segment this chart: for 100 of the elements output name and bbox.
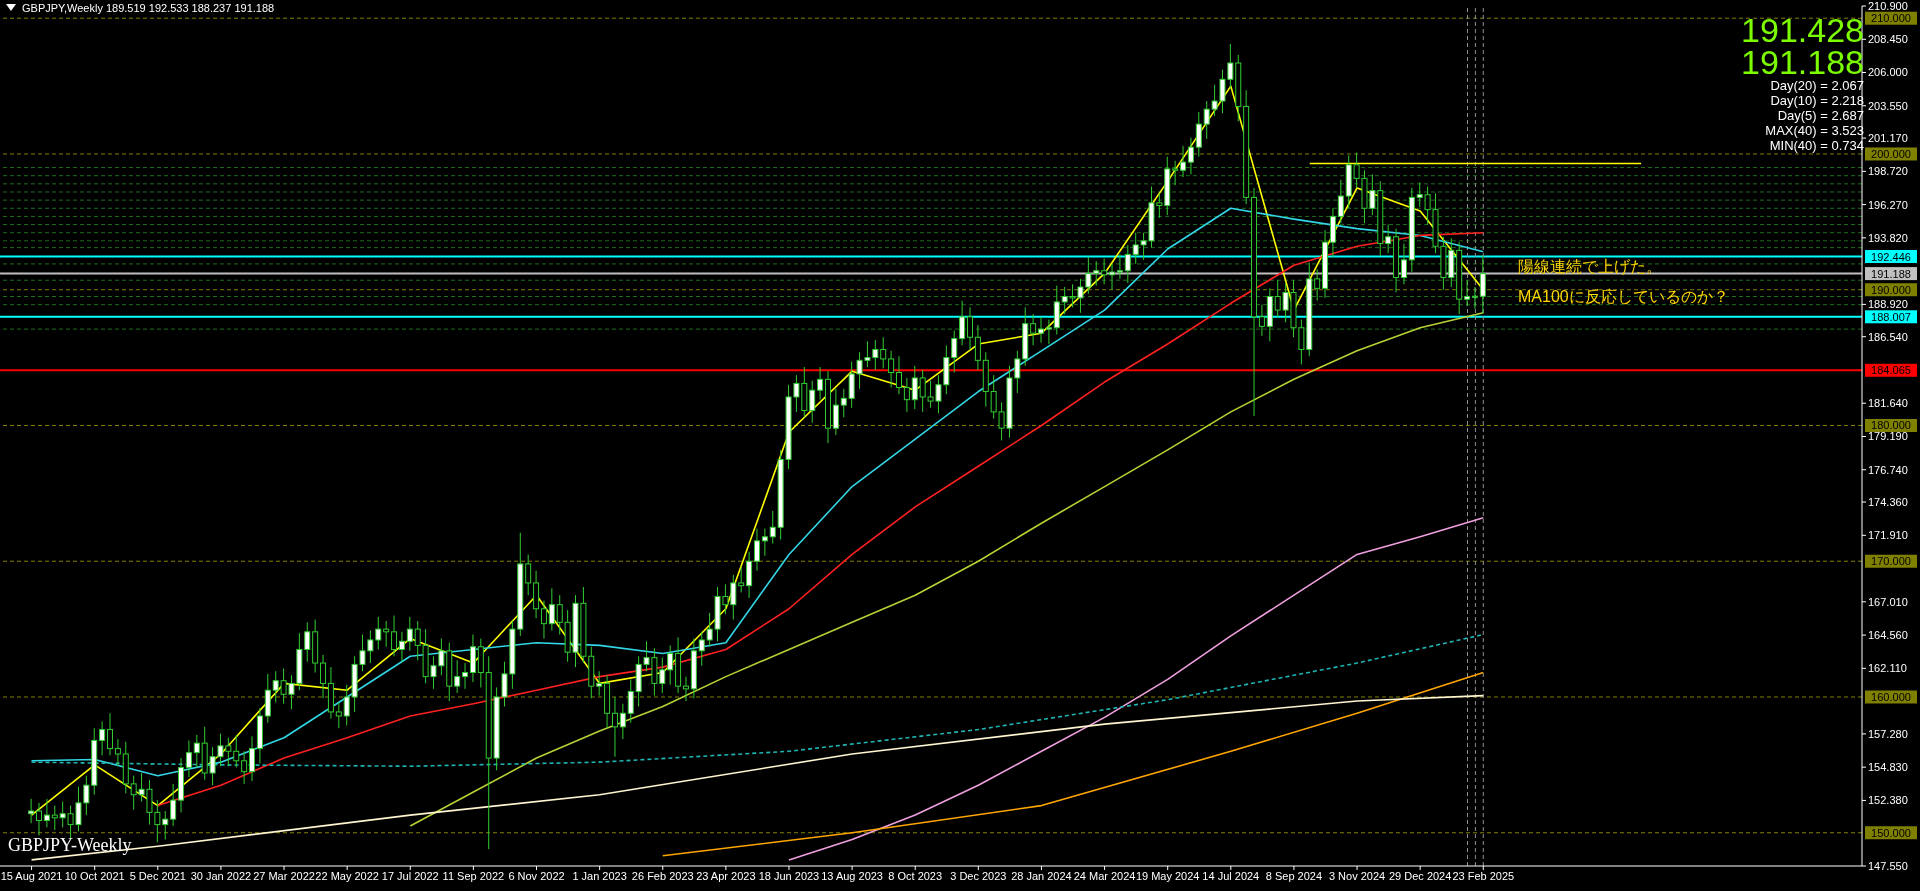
y-tick-label: 162.110 xyxy=(1868,662,1907,675)
ref-line-label: 180.000 xyxy=(1871,419,1911,432)
x-tick-label: 19 May 2024 xyxy=(1135,869,1200,882)
candlestick xyxy=(1172,160,1179,186)
y-tick-label: 210.900 xyxy=(1868,0,1908,12)
annotation: Day(20) = 2.067 xyxy=(1770,78,1864,94)
line-series xyxy=(30,207,1485,777)
candlestick xyxy=(548,587,555,631)
candlestick xyxy=(1038,316,1045,344)
x-tick-label: 10 Oct 2021 xyxy=(64,869,125,882)
annotation: MA100に反応しているのか？ xyxy=(1518,288,1729,306)
candlestick xyxy=(1337,179,1344,224)
y-tick-label: 201.170 xyxy=(1868,131,1908,144)
candlestick xyxy=(1116,253,1123,280)
line-series xyxy=(409,312,1485,827)
candlestick xyxy=(193,734,200,769)
y-tick-label: 164.560 xyxy=(1868,628,1908,641)
chart-title: GBPJPY,Weekly 189.519 192.533 188.237 191.188 xyxy=(22,2,275,14)
y-tick-label: 152.380 xyxy=(1868,794,1908,807)
candlestick xyxy=(951,329,958,374)
y-tick-label: 154.830 xyxy=(1868,761,1908,774)
annotation: GBPJPY-Weekly xyxy=(8,835,132,856)
candlestick xyxy=(525,553,532,596)
x-tick-label: 28 Jan 2024 xyxy=(1011,869,1072,882)
candlestick xyxy=(1479,254,1486,315)
y-tick-label: 171.910 xyxy=(1868,529,1908,542)
annotation: Day(10) = 2.218 xyxy=(1770,93,1864,109)
candlestick xyxy=(1258,304,1265,337)
candlestick xyxy=(170,783,177,827)
ref-line-label: 190.000 xyxy=(1871,283,1911,296)
candlestick xyxy=(667,644,674,686)
candlestick xyxy=(241,750,248,785)
candlestick xyxy=(107,712,114,756)
y-tick-label: 176.740 xyxy=(1868,463,1908,476)
y-tick-label: 147.550 xyxy=(1868,859,1908,872)
candlestick xyxy=(611,696,618,758)
candlestick xyxy=(1195,111,1202,158)
x-tick-label: 1 Jan 2023 xyxy=(572,869,627,882)
candlestick xyxy=(809,380,816,424)
x-tick-label: 3 Nov 2024 xyxy=(1328,869,1386,882)
y-tick-label: 188.920 xyxy=(1868,298,1908,311)
x-tick-label: 23 Apr 2023 xyxy=(696,869,756,882)
candlestick xyxy=(462,662,469,690)
candlestick xyxy=(1187,137,1194,175)
candlestick xyxy=(596,670,603,697)
candlestick xyxy=(1045,319,1052,345)
y-tick-label: 157.280 xyxy=(1868,727,1908,740)
annotation: Day(5) = 2.687 xyxy=(1777,108,1864,124)
candlestick xyxy=(1471,286,1478,310)
annotation: 陽線連続で上げた。 xyxy=(1518,258,1662,276)
annotation: MAX(40) = 3.523 xyxy=(1765,123,1864,139)
y-tick-label: 179.190 xyxy=(1868,430,1908,443)
candlestick xyxy=(817,366,824,401)
y-tick-label: 181.640 xyxy=(1868,397,1908,410)
candlestick xyxy=(1464,279,1471,307)
y-tick-label: 174.360 xyxy=(1868,495,1908,508)
candlestick xyxy=(114,738,121,767)
x-tick-label: 11 Sep 2022 xyxy=(442,869,505,882)
candlestick xyxy=(406,616,413,652)
candlestick xyxy=(832,388,839,436)
candlestick xyxy=(1400,243,1407,285)
candlestick xyxy=(682,676,689,702)
x-tick-label: 13 Aug 2023 xyxy=(821,869,883,882)
candlestick xyxy=(738,566,745,593)
x-tick-label: 17 Jul 2022 xyxy=(381,869,439,882)
y-tick-label: 186.540 xyxy=(1868,330,1908,343)
candlestick xyxy=(903,377,910,413)
ref-line-label: 192.446 xyxy=(1871,250,1911,263)
candlestick xyxy=(974,324,981,371)
candlestick xyxy=(335,701,342,729)
annotation: MIN(40) = 0.734 xyxy=(1769,138,1864,154)
x-tick-label: 18 Jun 2023 xyxy=(758,869,820,882)
x-tick-label: 26 Feb 2023 xyxy=(631,869,694,882)
y-tick-label: 198.720 xyxy=(1868,165,1908,178)
candlestick xyxy=(1124,244,1131,284)
candlestick xyxy=(1101,258,1108,285)
candlestick xyxy=(383,620,390,648)
ref-line-label: 188.007 xyxy=(1871,310,1911,323)
y-tick-label: 208.450 xyxy=(1868,33,1908,46)
x-tick-label: 14 Jul 2024 xyxy=(1202,869,1260,882)
ref-line-label: 150.000 xyxy=(1871,826,1911,839)
candlestick xyxy=(911,365,918,410)
candlestick xyxy=(99,720,106,756)
x-tick-label: 8 Oct 2023 xyxy=(888,869,943,882)
ref-line-label: 191.188 xyxy=(1871,267,1911,280)
candlestick xyxy=(840,388,847,418)
candlestick xyxy=(896,355,902,395)
y-tick-label: 193.820 xyxy=(1868,231,1908,244)
x-tick-label: 6 Nov 2022 xyxy=(508,869,565,882)
ref-line-label: 210.000 xyxy=(1871,12,1911,25)
x-tick-label: 23 Feb 2025 xyxy=(1452,869,1515,882)
candlestick xyxy=(753,528,760,572)
x-tick-label: 30 Jan 2022 xyxy=(190,869,252,882)
candlestick xyxy=(619,703,626,740)
candlestick xyxy=(1109,263,1116,291)
y-tick-label: 206.000 xyxy=(1868,66,1908,79)
x-tick-label: 22 May 2022 xyxy=(315,869,379,882)
x-tick-label: 15 Aug 2021 xyxy=(0,869,63,882)
ref-line-label: 184.065 xyxy=(1871,364,1911,377)
candlestick xyxy=(880,336,887,369)
